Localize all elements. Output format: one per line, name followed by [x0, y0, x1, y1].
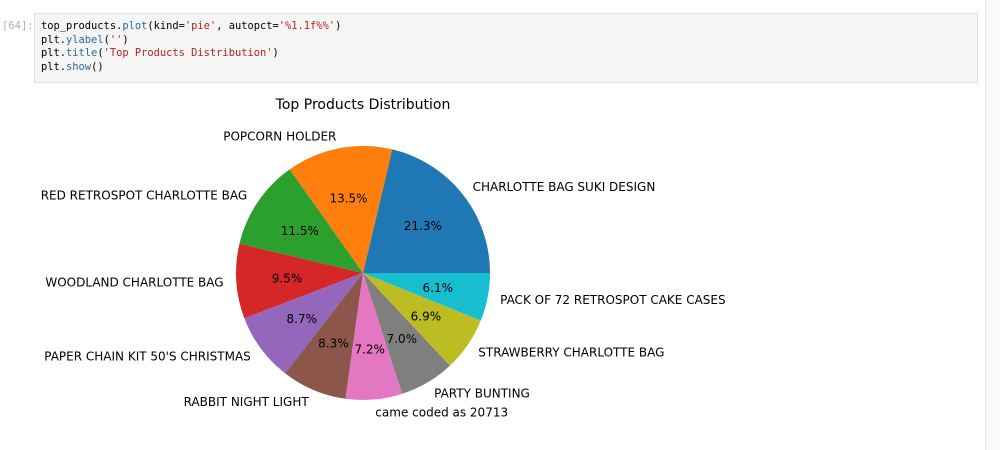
pct-label: 7.0% [387, 332, 418, 346]
code-token: 'Top Products Distribution' [103, 47, 273, 59]
code-token: top_products. [41, 20, 123, 32]
pie-slice-strawberry-charlotte-bag [363, 273, 481, 366]
category-label: PARTY BUNTING [434, 387, 530, 401]
code-line: top_products.plot(kind='pie', autopct='%… [41, 20, 341, 32]
pct-label: 11.5% [281, 224, 319, 238]
category-label: RED RETROSPOT CHARLOTTE BAG [41, 188, 247, 202]
code-token: ) [122, 33, 129, 46]
category-label: RABBIT NIGHT LIGHT [184, 395, 310, 409]
pct-label: 9.5% [272, 272, 303, 286]
pie-slice-red-retrospot-charlotte-bag [239, 169, 363, 273]
code-token: plt. [41, 47, 67, 59]
pct-label: 7.2% [354, 342, 385, 356]
chart-title: Top Products Distribution [275, 97, 451, 113]
code-line: plt.title('Top Products Distribution') [41, 47, 279, 59]
pct-label: 8.3% [318, 337, 349, 351]
code-token: , autopct= [216, 20, 279, 32]
code-token: plot [122, 20, 148, 32]
pie-slice-woodland-charlotte-bag [236, 243, 363, 319]
code-token: ( [97, 47, 104, 59]
category-label: CHARLOTTE BAG SUKI DESIGN [473, 180, 656, 194]
pie-slice-party-bunting [363, 273, 450, 394]
pct-label: 21.3% [404, 219, 442, 233]
category-label: WOODLAND CHARLOTTE BAG [45, 276, 223, 290]
pie-slice-popcorn-holder [289, 146, 393, 273]
pct-label: 13.5% [329, 192, 367, 206]
pie-slice-pack-of-72-retrospot-cake-cases [363, 273, 490, 321]
code-token: show [66, 60, 92, 73]
pie-slice-rabbit-night-light [285, 273, 363, 399]
code-token: ( [103, 33, 110, 46]
pct-label: 8.7% [287, 312, 318, 326]
code-cell[interactable]: top_products.plot(kind='pie', autopct='%… [34, 13, 978, 83]
pct-label: 6.9% [411, 310, 442, 324]
code-token: 'pie' [184, 20, 217, 32]
pie-slice-came-coded-as-20713 [345, 273, 403, 401]
category-label: PACK OF 72 RETROSPOT CAKE CASES [500, 293, 726, 307]
code-token: '%1.1f%%' [278, 20, 336, 32]
category-label: PAPER CHAIN KIT 50'S CHRISTMAS [44, 350, 251, 364]
code-line: plt.show() [41, 61, 104, 73]
pie-slice-paper-chain-kit-50-s-christmas [244, 273, 363, 374]
category-label: STRAWBERRY CHARLOTTE BAG [478, 345, 664, 359]
right-panel-edge [985, 0, 1000, 450]
code-token: ) [272, 47, 279, 59]
code-token: '' [109, 33, 123, 46]
code-token: ylabel [66, 33, 104, 46]
pie-slice-charlotte-bag-suki-design [363, 149, 490, 273]
code-token: () [91, 60, 104, 73]
pct-label: 6.1% [423, 281, 454, 295]
category-label: came coded as 20713 [375, 406, 508, 420]
code-token: plt. [41, 33, 67, 46]
code-token: title [66, 47, 98, 59]
code-token: ) [335, 20, 342, 32]
code-line: plt.ylabel('') [41, 34, 129, 46]
category-label: POPCORN HOLDER [223, 129, 336, 143]
code-token: plt. [41, 60, 67, 73]
code-token: (kind= [147, 20, 185, 32]
cell-prompt: [64]: [2, 20, 34, 32]
code-block[interactable]: top_products.plot(kind='pie', autopct='%… [35, 14, 977, 74]
